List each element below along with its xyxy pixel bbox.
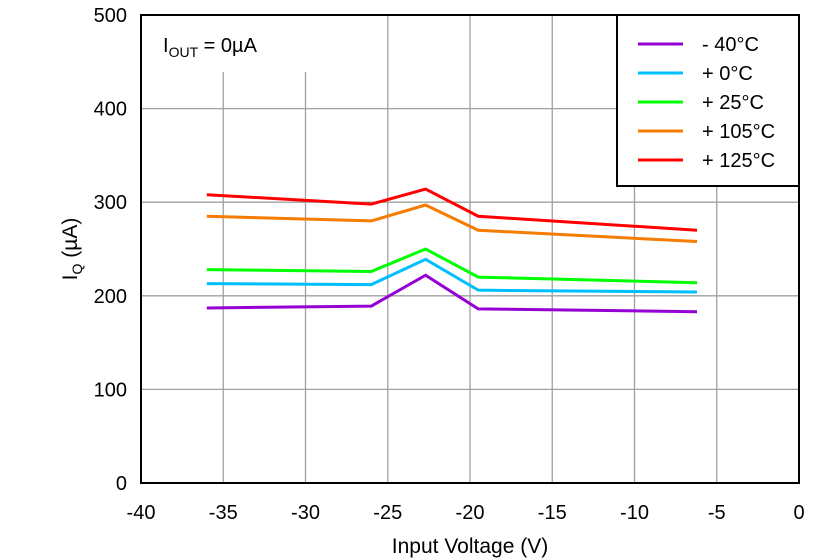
annotation-background <box>142 16 312 72</box>
legend: - 40°C + 0°C + 25°C + 105°C + 125°C <box>616 14 800 187</box>
annotation: IOUT = 0µA <box>163 35 258 60</box>
x-tick-label: -20 <box>456 502 485 524</box>
legend-entry: + 0°C <box>702 63 753 85</box>
x-tick-label: -35 <box>209 502 238 524</box>
y-tick-label: 100 <box>94 379 127 401</box>
series-line <box>206 203 698 244</box>
x-tick-label: -5 <box>708 502 726 524</box>
y-tick-label: 500 <box>94 5 127 27</box>
x-tick-label: -30 <box>291 502 320 524</box>
plot-frame <box>140 14 800 484</box>
y-tick-label: 0 <box>116 473 127 495</box>
y-tick-label: 200 <box>94 286 127 308</box>
series-line <box>206 273 698 314</box>
x-tick-label: -10 <box>620 502 649 524</box>
y-tick-label: 300 <box>94 192 127 214</box>
series-line <box>206 187 698 232</box>
series-line <box>206 247 698 285</box>
x-axis-label: Input Voltage (V) <box>392 535 548 558</box>
legend-entry: + 125°C <box>702 150 775 172</box>
series-line <box>206 257 698 294</box>
x-tick-label: -15 <box>538 502 567 524</box>
legend-entry: + 105°C <box>702 121 775 143</box>
x-tick-label: 0 <box>793 502 804 524</box>
legend-entry: + 25°C <box>702 92 764 114</box>
legend-entry: - 40°C <box>702 34 759 56</box>
series-lines <box>206 187 698 314</box>
tick-labels: -40 -35 -30 -25 -20 -15 -10 -5 0 0 100 200 300 400 500 <box>94 5 805 524</box>
y-tick-label: 400 <box>94 99 127 121</box>
x-tick-label: -40 <box>127 502 156 524</box>
x-tick-label: -25 <box>373 502 402 524</box>
y-axis-label: IQ (µA) <box>59 218 85 281</box>
